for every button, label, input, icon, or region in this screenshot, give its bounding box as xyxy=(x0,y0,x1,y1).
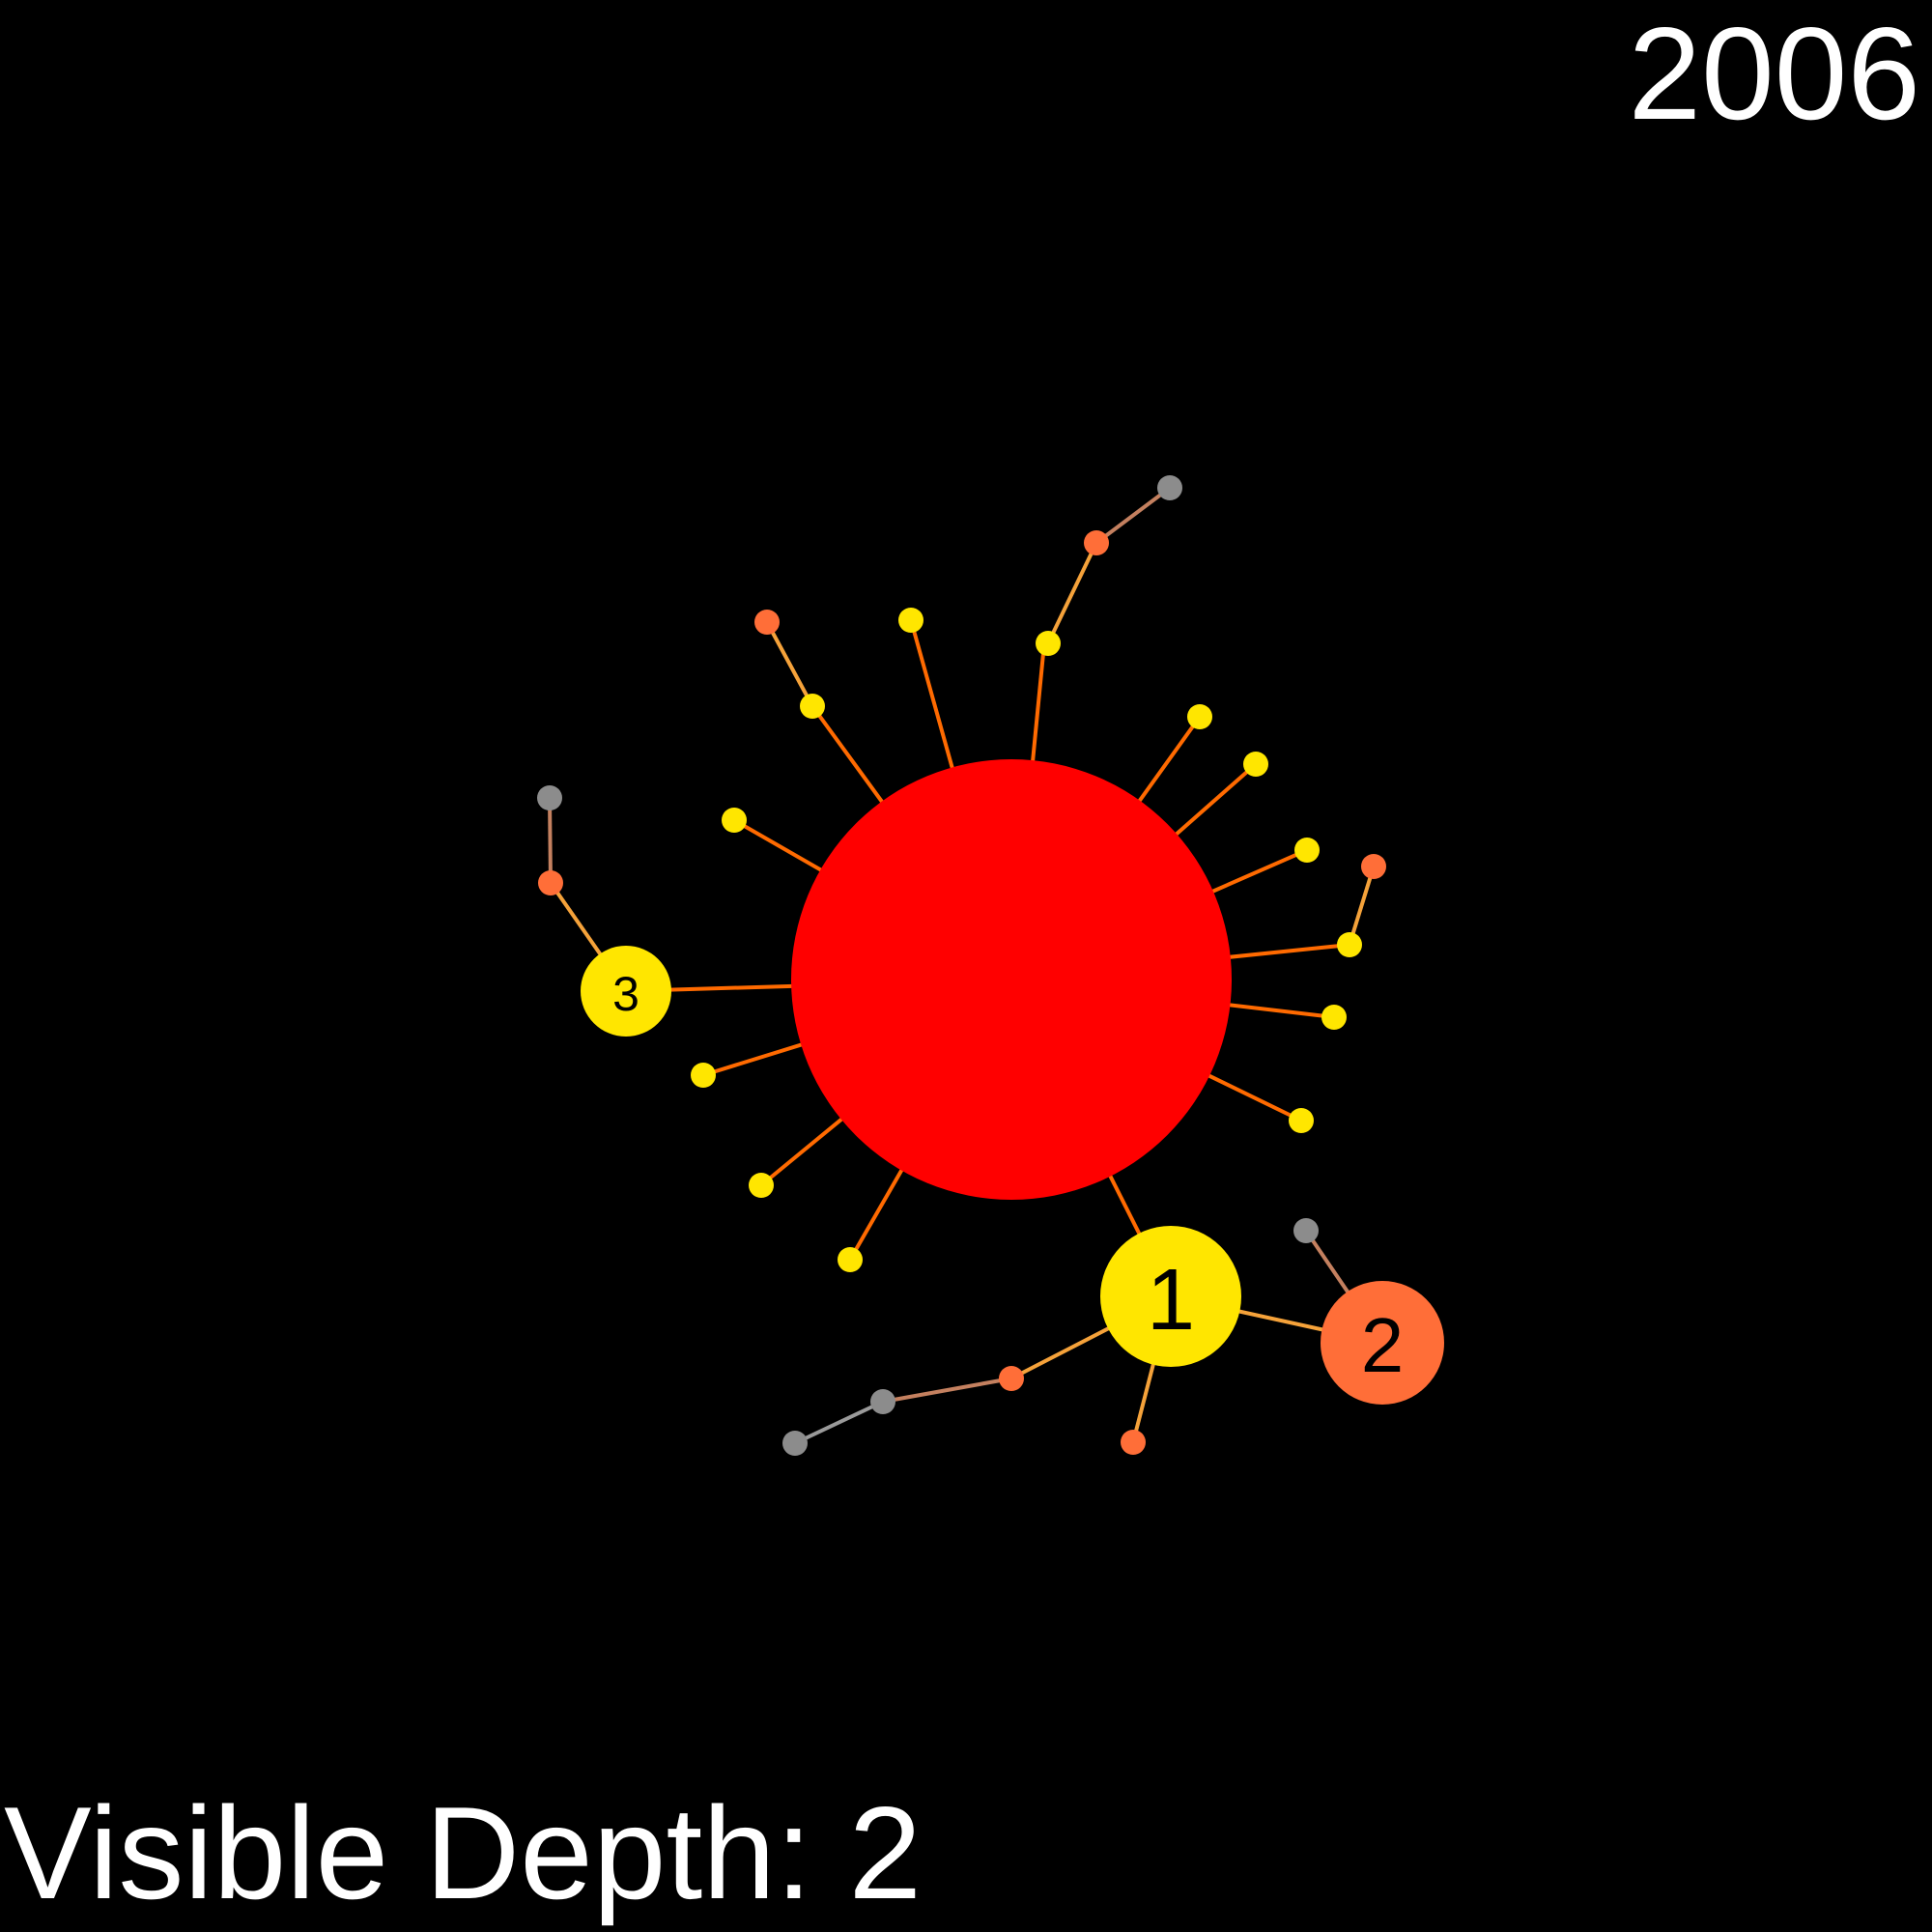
node[interactable] xyxy=(538,870,563,895)
node[interactable] xyxy=(782,1431,808,1456)
level3-edges xyxy=(794,1400,884,1445)
ranked-node-2[interactable]: 2 xyxy=(1321,1281,1444,1405)
edge xyxy=(548,797,553,884)
edge xyxy=(1046,542,1098,644)
ranked-node-2-circle[interactable] xyxy=(1321,1281,1444,1405)
node[interactable] xyxy=(1157,475,1182,500)
edge xyxy=(765,621,814,707)
ranked-node-3-label: 3 xyxy=(612,967,639,1021)
node[interactable] xyxy=(1337,932,1362,957)
node[interactable] xyxy=(749,1173,774,1198)
node[interactable] xyxy=(1036,631,1061,656)
node[interactable] xyxy=(1293,1218,1319,1243)
level3-nodes xyxy=(537,475,1319,1456)
node[interactable] xyxy=(1294,838,1320,863)
node[interactable] xyxy=(1289,1108,1314,1133)
level1-nodes xyxy=(691,608,1362,1272)
node[interactable] xyxy=(1361,854,1386,879)
node[interactable] xyxy=(1243,752,1268,777)
node[interactable] xyxy=(838,1247,863,1272)
ranked-node-2-label: 2 xyxy=(1361,1302,1405,1388)
ranked-node-3[interactable]: 3 xyxy=(581,946,671,1037)
node[interactable] xyxy=(1121,1430,1146,1455)
ranked-node-1-circle[interactable] xyxy=(1100,1226,1241,1367)
ranked-node-1[interactable]: 1 xyxy=(1100,1226,1241,1367)
node[interactable] xyxy=(691,1063,716,1088)
node[interactable] xyxy=(537,785,562,810)
edge xyxy=(794,1400,884,1445)
node[interactable] xyxy=(1084,530,1109,555)
visible-depth-label: Visible Depth: 2 xyxy=(4,1779,923,1926)
node[interactable] xyxy=(898,608,923,633)
node[interactable] xyxy=(870,1389,895,1414)
node[interactable] xyxy=(722,808,747,833)
edge xyxy=(1094,486,1172,545)
ranked-node-3-circle[interactable] xyxy=(581,946,671,1037)
node[interactable] xyxy=(999,1366,1024,1391)
node[interactable] xyxy=(800,694,825,719)
level2-nodes xyxy=(538,530,1386,1455)
node[interactable] xyxy=(754,610,780,635)
node[interactable] xyxy=(1187,704,1212,729)
root-node[interactable] xyxy=(791,759,1232,1200)
year-label: 2006 xyxy=(1628,0,1920,147)
edge xyxy=(882,1377,1012,1404)
node[interactable] xyxy=(1321,1005,1347,1030)
ranked-node-1-label: 1 xyxy=(1147,1252,1195,1349)
edge xyxy=(1348,866,1376,946)
